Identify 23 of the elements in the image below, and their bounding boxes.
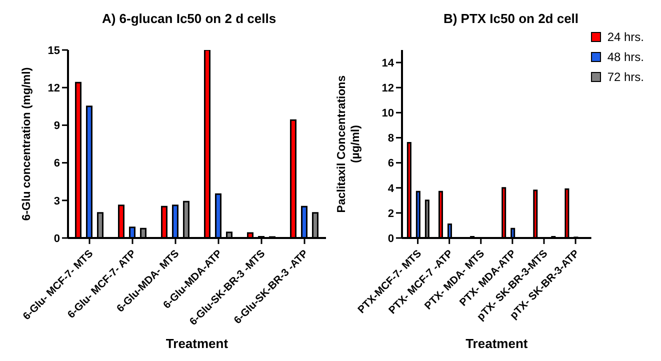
legend-label: 48 hrs. xyxy=(607,50,644,64)
y-axis-title: Paclitaxil Concentrations (µg/ml) xyxy=(336,75,362,213)
y-tick-label: 8 xyxy=(388,132,394,145)
y-tick-label: 14 xyxy=(382,57,395,70)
legend-label: 72 hrs. xyxy=(607,70,644,84)
legend-label: 24 hrs. xyxy=(607,30,644,44)
y-tick-label: 0 xyxy=(388,232,394,245)
y-tick-label: 10 xyxy=(382,108,394,120)
y-tick-label: 0 xyxy=(54,232,60,245)
y-axis-title: 6-Glu concentration (mg/ml) xyxy=(21,67,33,221)
x-axis-title: Treatment xyxy=(466,336,528,351)
chart-title: B) PTX Ic50 on 2d cell xyxy=(442,10,580,28)
y-tick-label: 12 xyxy=(382,82,394,95)
y-tick-label: 6 xyxy=(54,158,60,170)
y-tick-label: 2 xyxy=(388,208,394,220)
y-tick-label: 15 xyxy=(48,44,60,57)
y-tick-label: 4 xyxy=(388,182,395,195)
y-tick-label: 9 xyxy=(54,120,60,132)
y-tick-label: 6 xyxy=(388,158,394,170)
y-tick-label: 12 xyxy=(48,82,60,95)
y-tick-label: 3 xyxy=(54,195,60,208)
chart-title: A) 6-glucan Ic50 on 2 d cells xyxy=(100,10,278,28)
x-axis-title: Treatment xyxy=(166,336,229,351)
